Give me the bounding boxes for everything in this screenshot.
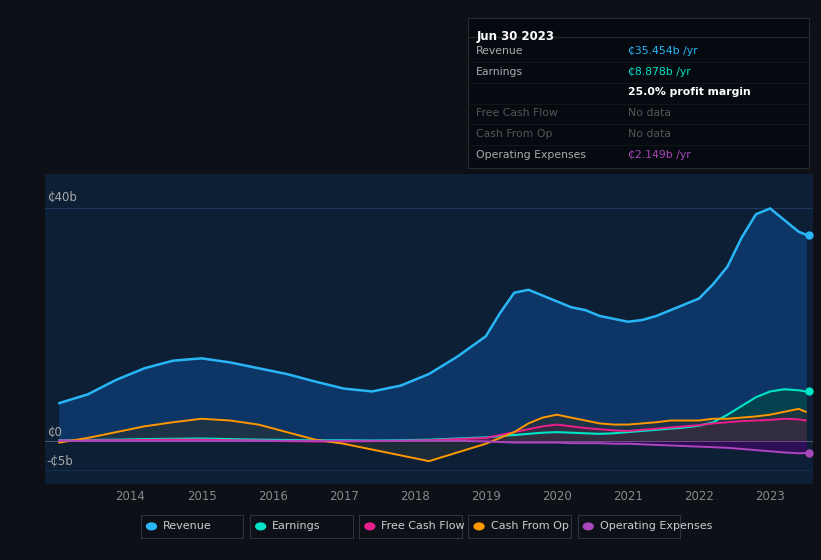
Text: No data: No data	[628, 129, 671, 139]
Text: 25.0% profit margin: 25.0% profit margin	[628, 87, 751, 97]
Text: Cash From Op: Cash From Op	[476, 129, 553, 139]
Text: Operating Expenses: Operating Expenses	[476, 150, 586, 160]
Text: No data: No data	[628, 108, 671, 118]
Text: ₵8.878b /yr: ₵8.878b /yr	[628, 67, 690, 77]
Text: Revenue: Revenue	[163, 521, 212, 531]
Text: ₵2.149b /yr: ₵2.149b /yr	[628, 150, 690, 160]
Text: Revenue: Revenue	[476, 46, 524, 56]
Text: Operating Expenses: Operating Expenses	[600, 521, 712, 531]
Text: Earnings: Earnings	[476, 67, 523, 77]
Text: Jun 30 2023: Jun 30 2023	[476, 30, 554, 43]
Text: Free Cash Flow: Free Cash Flow	[476, 108, 558, 118]
Text: Cash From Op: Cash From Op	[491, 521, 568, 531]
Text: Earnings: Earnings	[273, 521, 321, 531]
Text: Free Cash Flow: Free Cash Flow	[382, 521, 465, 531]
Text: ₵0: ₵0	[47, 426, 62, 438]
Text: ₵35.454b /yr: ₵35.454b /yr	[628, 46, 698, 56]
Text: -₵5b: -₵5b	[47, 455, 73, 468]
Text: ₵40b: ₵40b	[47, 191, 76, 204]
